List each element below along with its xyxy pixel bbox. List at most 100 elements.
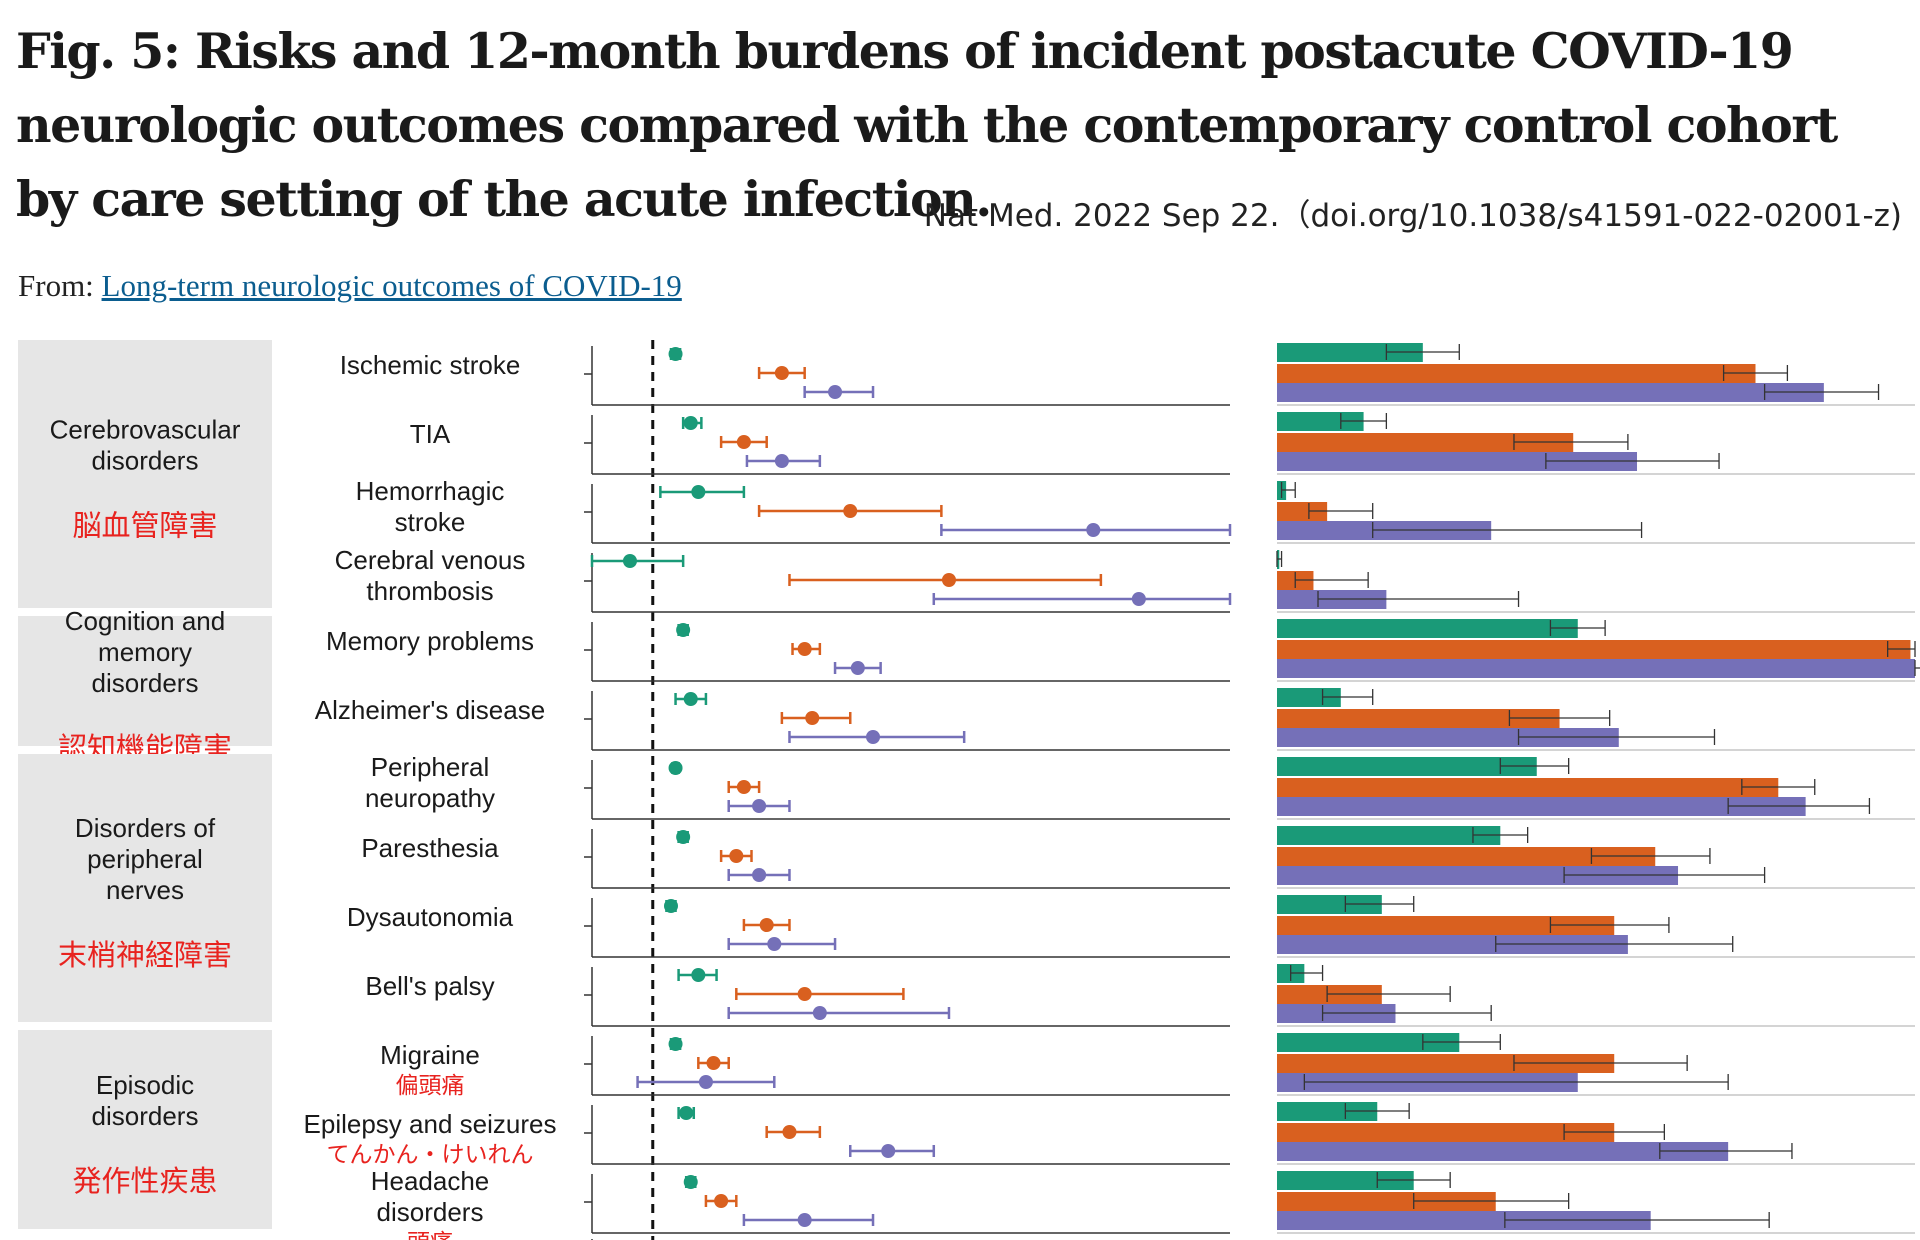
hr-point (683, 692, 698, 706)
category-label: nerves (106, 875, 184, 905)
category-label: memory (98, 637, 192, 667)
hr-point (774, 454, 789, 468)
source-article-link[interactable]: Long-term neurologic outcomes of COVID-1… (101, 268, 682, 303)
category-label: disorders (92, 1101, 199, 1131)
burden-bar (1277, 1033, 1460, 1052)
hr-point (691, 485, 706, 499)
hr-point (812, 1006, 827, 1020)
category-label: disorders (92, 668, 199, 698)
burden-bar (1277, 1192, 1496, 1211)
category-panel (18, 616, 272, 746)
hr-point (668, 347, 683, 361)
hr-point (866, 730, 881, 744)
category-label: Cerebrovascular (50, 415, 241, 445)
hr-point (736, 780, 751, 794)
outcome-label: Hemorrhagic (356, 476, 505, 506)
burden-bar (1277, 1142, 1729, 1161)
burden-bar (1277, 688, 1341, 707)
hr-point (843, 504, 858, 518)
burden-bar (1277, 1171, 1414, 1190)
hr-point (774, 366, 789, 380)
burden-bar (1277, 826, 1501, 845)
hr-point (676, 830, 691, 844)
hr-point (679, 1106, 694, 1120)
burden-bar (1277, 847, 1656, 866)
category-panel (18, 340, 272, 608)
hr-point (698, 1075, 713, 1089)
outcome-label: Ischemic stroke (340, 350, 521, 380)
hr-point (881, 1144, 896, 1158)
hr-point (805, 711, 820, 725)
hr-point (714, 1194, 729, 1208)
category-translation: 脳血管障害 (72, 509, 217, 543)
outcome-label: Epilepsy and seizures (304, 1109, 557, 1139)
category-label: Episodic (96, 1070, 194, 1100)
hr-point (729, 849, 744, 863)
outcome-label: Dysautonomia (347, 902, 514, 932)
outcome-translation: 偏頭痛 (396, 1073, 465, 1099)
outcome-label: Headache (371, 1166, 490, 1196)
hr-point (850, 661, 865, 675)
category-label: Cognition and (65, 606, 225, 636)
hr-point (782, 1125, 797, 1139)
burden-bar (1277, 502, 1328, 521)
burden-bar (1277, 935, 1628, 954)
outcome-label: Cerebral venous (335, 545, 526, 575)
burden-bar (1277, 640, 1911, 659)
outcome-label: Memory problems (326, 626, 534, 656)
hr-point (797, 987, 812, 1001)
hr-point (1086, 523, 1101, 537)
burden-bar (1277, 916, 1615, 935)
hr-point (668, 761, 683, 775)
burden-bar (1277, 1123, 1615, 1142)
category-panel (18, 1030, 272, 1229)
hr-point (736, 435, 751, 449)
hr-point (663, 899, 678, 913)
burden-bar (1277, 778, 1779, 797)
burden-bar (1277, 895, 1382, 914)
burden-bar (1277, 412, 1364, 431)
hr-point (828, 385, 843, 399)
outcome-label: Alzheimer's disease (315, 695, 545, 725)
from-label: From: (18, 268, 94, 303)
hr-point (676, 623, 691, 637)
burden-bar (1277, 757, 1537, 776)
burden-bar (1277, 452, 1638, 471)
burden-bar (1277, 728, 1619, 747)
burden-bar (1277, 866, 1679, 885)
hr-point (752, 868, 767, 882)
citation: Nat Med. 2022 Sep 22.（doi.org/10.1038/s4… (923, 198, 1902, 234)
category-translation: 末梢神経障害 (58, 938, 232, 972)
category-panel (18, 754, 272, 1022)
category-translation: 発作性疾患 (72, 1164, 217, 1198)
hr-point (706, 1056, 721, 1070)
category-label: peripheral (87, 844, 203, 874)
hr-point (767, 937, 782, 951)
outcome-label: TIA (410, 419, 451, 449)
hr-point (797, 642, 812, 656)
hr-point (683, 1175, 698, 1189)
burden-bar (1277, 619, 1578, 638)
outcome-label: Migraine (380, 1040, 480, 1070)
burden-bar (1277, 383, 1824, 402)
hr-point (941, 573, 956, 587)
hr-point (752, 799, 767, 813)
hr-point (759, 918, 774, 932)
burden-bar (1277, 659, 1915, 678)
outcome-label: disorders (377, 1197, 484, 1227)
category-label: disorders (92, 446, 199, 476)
burden-bar (1277, 1102, 1378, 1121)
burden-bar (1277, 433, 1574, 452)
burden-bar (1277, 709, 1560, 728)
hr-point (622, 554, 637, 568)
outcome-label: stroke (395, 507, 466, 537)
outcome-label: Bell's palsy (365, 971, 494, 1001)
hr-point (683, 416, 698, 430)
hr-point (1131, 592, 1146, 606)
outcome-label: Peripheral (371, 752, 490, 782)
outcome-label: thrombosis (366, 576, 493, 606)
burden-bar (1277, 1211, 1651, 1230)
burden-bar (1277, 1054, 1615, 1073)
outcome-translation: てんかん・けいれん (327, 1142, 534, 1168)
